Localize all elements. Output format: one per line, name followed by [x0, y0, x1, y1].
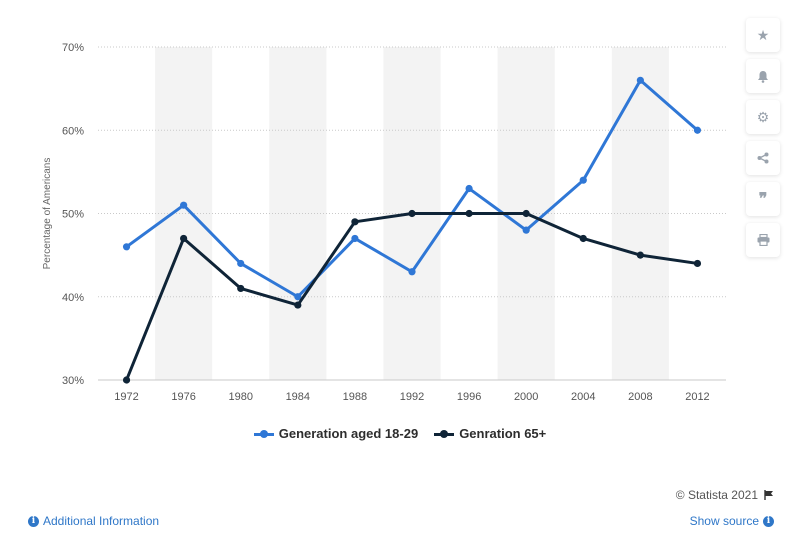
x-tick-label: 1984 [286, 391, 310, 403]
data-point-series-2 [408, 209, 416, 218]
y-tick-label: 60% [62, 125, 84, 137]
data-point-series-2 [636, 251, 644, 259]
data-point-series-2 [693, 259, 702, 268]
x-tick-label: 2000 [514, 391, 538, 403]
x-tick-label: 1988 [343, 391, 367, 403]
data-point-series-2 [294, 301, 302, 309]
gear-icon[interactable]: ⚙ [746, 100, 780, 134]
legend-dot-series-1 [259, 429, 268, 438]
data-point-series-1 [237, 259, 245, 268]
data-point-series-1 [693, 126, 702, 134]
legend-swatch-series-1 [253, 429, 274, 439]
legend-item-series-2[interactable]: Genration 65+ [434, 426, 546, 441]
data-point-series-1 [408, 268, 416, 276]
share-icon[interactable] [746, 141, 780, 175]
data-point-series-2 [122, 376, 131, 384]
y-axis-label: Percentage of Americans [42, 158, 53, 270]
additional-information-label: Additional Information [43, 514, 160, 528]
credit-text: © Statista 2021 [675, 488, 758, 502]
additional-information-link[interactable]: i Additional Information [28, 514, 159, 528]
y-tick-label: 30% [62, 375, 84, 387]
x-tick-label: 2004 [571, 391, 595, 403]
data-point-series-2 [522, 209, 530, 218]
y-tick-label: 40% [62, 292, 84, 304]
data-point-series-1 [522, 226, 530, 234]
data-point-series-1 [122, 243, 131, 251]
chart-legend: Generation aged 18-29 Genration 65+ [0, 426, 800, 441]
show-source-link[interactable]: Show source i [690, 514, 774, 528]
legend-dot-series-2 [440, 429, 449, 438]
info-icon: i [763, 515, 774, 527]
legend-swatch-series-2 [434, 429, 455, 439]
data-point-series-2 [465, 209, 473, 218]
legend-label-series-2: Genration 65+ [459, 426, 547, 441]
legend-item-series-1[interactable]: Generation aged 18-29 [253, 426, 419, 441]
data-point-series-1 [465, 184, 473, 193]
info-icon: i [28, 515, 39, 527]
data-point-series-2 [237, 284, 245, 293]
y-tick-label: 70% [62, 42, 84, 54]
x-tick-label: 1980 [228, 391, 252, 403]
data-point-series-1 [180, 201, 188, 209]
statista-credit[interactable]: © Statista 2021 [676, 488, 774, 502]
show-source-label: Show source [689, 514, 759, 528]
data-point-series-1 [579, 176, 587, 184]
data-point-series-1 [636, 76, 644, 84]
print-icon[interactable] [746, 223, 780, 257]
data-point-series-2 [351, 218, 359, 226]
quote-icon[interactable]: ❞ [746, 182, 780, 216]
data-point-series-2 [579, 234, 587, 243]
star-icon[interactable]: ★ [746, 18, 780, 52]
data-point-series-2 [180, 234, 188, 243]
data-point-series-1 [294, 293, 302, 301]
x-tick-label: 1972 [114, 391, 138, 403]
data-point-series-1 [351, 234, 359, 243]
bell-icon[interactable] [746, 59, 780, 93]
y-tick-label: 50% [62, 209, 84, 221]
x-tick-label: 1976 [171, 391, 195, 403]
chart-toolbar: ★ ⚙ ❞ [746, 18, 780, 264]
x-tick-label: 1992 [400, 391, 424, 403]
x-tick-label: 2012 [685, 391, 709, 403]
flag-icon [764, 490, 773, 500]
legend-label-series-1: Generation aged 18-29 [278, 426, 419, 441]
x-tick-label: 2008 [628, 391, 652, 403]
x-tick-label: 1996 [457, 391, 481, 403]
